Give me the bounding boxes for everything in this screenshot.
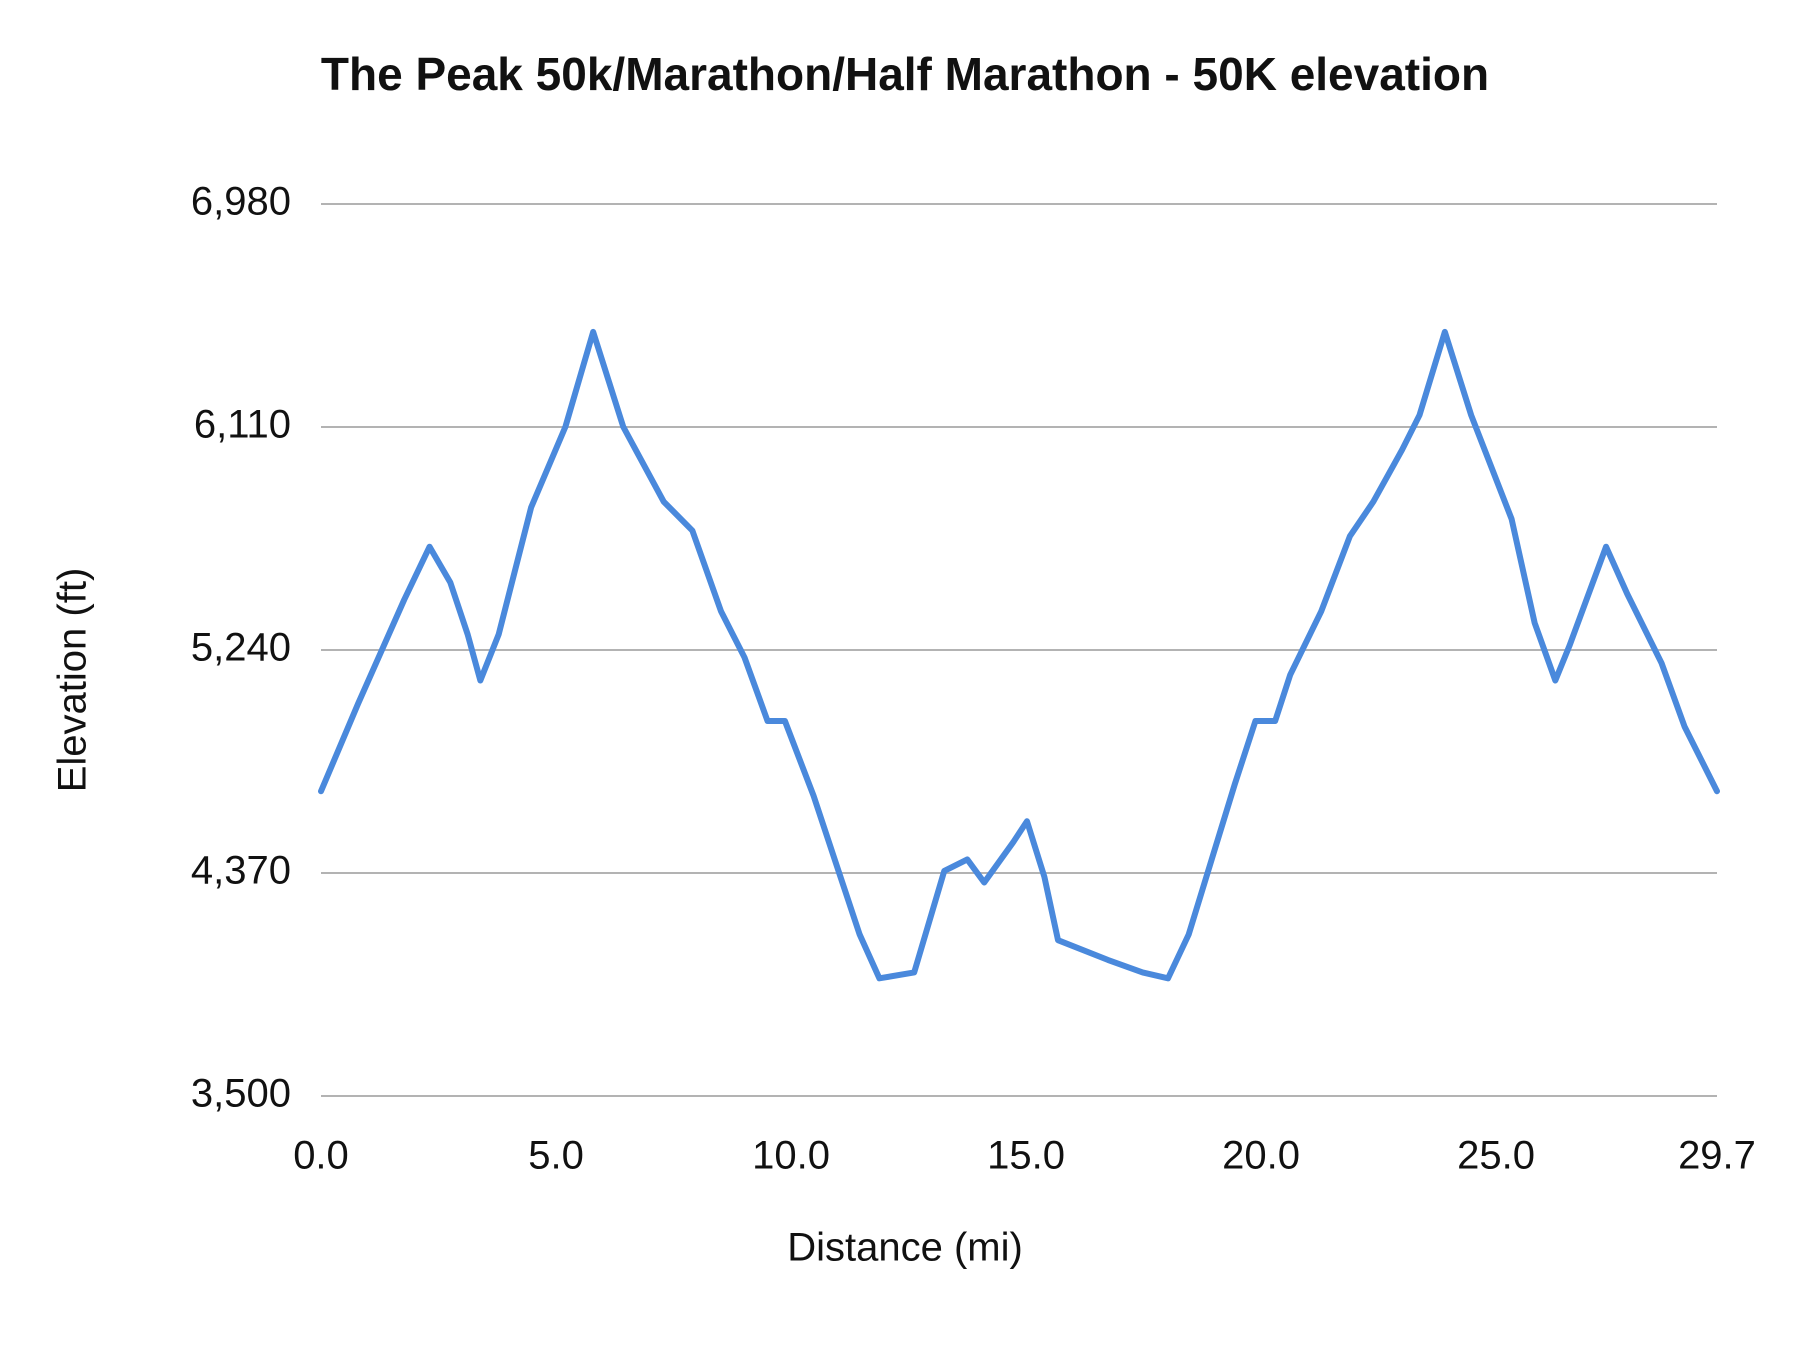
line-series: [318, 328, 1720, 982]
x-tick-label: 10.0: [752, 1134, 830, 1178]
x-tick-label: 29.7: [1678, 1134, 1756, 1178]
x-tick-label: 15.0: [987, 1134, 1065, 1178]
x-tick-label: 0.0: [293, 1134, 349, 1178]
chart-title: The Peak 50k/Marathon/Half Marathon - 50…: [321, 48, 1489, 100]
x-axis-label: Distance (mi): [787, 1226, 1023, 1270]
x-tick-label: 20.0: [1222, 1134, 1300, 1178]
x-tick-label: 25.0: [1457, 1134, 1535, 1178]
y-axis-label: Elevation (ft): [51, 568, 95, 793]
y-tick-label: 5,240: [191, 626, 291, 670]
y-tick-label: 4,370: [191, 849, 291, 893]
y-tick-label: 6,980: [191, 180, 291, 224]
y-tick-label: 3,500: [191, 1072, 291, 1116]
x-tick-label: 5.0: [528, 1134, 584, 1178]
y-tick-label: 6,110: [194, 403, 291, 447]
